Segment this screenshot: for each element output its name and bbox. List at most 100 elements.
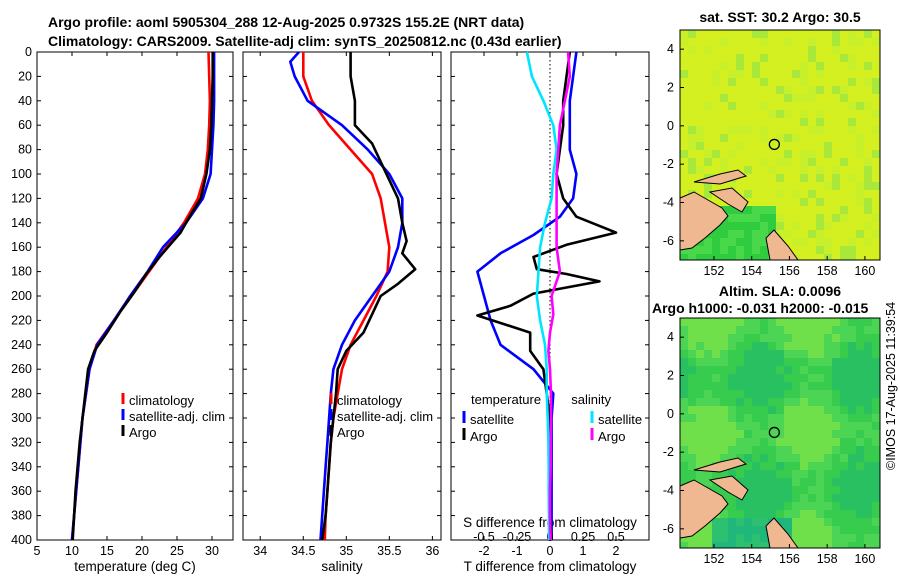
sst-map-cell — [744, 246, 752, 254]
sst-map-cell — [800, 86, 808, 94]
sla-map-cell — [856, 382, 864, 390]
sla-map-cell — [792, 350, 800, 358]
sst-map-cell — [736, 158, 744, 166]
sst-map-cell — [688, 126, 696, 134]
sla-map-cell — [856, 526, 864, 534]
sst-map-cell — [848, 190, 856, 198]
sst-map-cell — [768, 166, 776, 174]
sla-map-cell — [720, 510, 728, 518]
sla-map-cell — [808, 390, 816, 398]
sst-map-cell — [824, 102, 832, 110]
sla-map-cell — [832, 494, 840, 502]
sst-map-cell — [808, 238, 816, 246]
sla-map-cell — [840, 470, 848, 478]
sla-map-cell — [784, 374, 792, 382]
sst-map-cell — [824, 54, 832, 62]
sla-map-cell — [840, 518, 848, 526]
sla-map-cell — [856, 350, 864, 358]
sla-map-cell — [712, 350, 720, 358]
temperature-xtick-label: 10 — [65, 544, 79, 558]
sla-map-cell — [680, 366, 688, 374]
sla-map-cell — [832, 406, 840, 414]
sst-map-cell — [840, 62, 848, 70]
sla-map-cell — [744, 358, 752, 366]
temperature-ytick-label: 380 — [11, 509, 32, 523]
sst-map-cell — [800, 222, 808, 230]
sst-map-argo-marker — [768, 138, 780, 151]
sla-map-cell — [696, 318, 704, 326]
sst-map-cell — [688, 78, 696, 86]
sst-map-cell — [840, 166, 848, 174]
sst-map-cell — [800, 238, 808, 246]
sst-map-cell — [704, 134, 712, 142]
sla-map-cell — [864, 470, 872, 478]
sst-map-cell — [832, 214, 840, 222]
sst-map-cell — [720, 54, 728, 62]
sla-map-cell — [744, 382, 752, 390]
sst-map-cell — [728, 206, 736, 214]
sst-map-cell — [800, 190, 808, 198]
sst-map-cell — [864, 46, 872, 54]
sla-map-cell — [792, 494, 800, 502]
sla-map-cell — [752, 478, 760, 486]
sla-map-cell — [712, 374, 720, 382]
sst-map-cell — [688, 30, 696, 38]
sla-map-cell — [776, 478, 784, 486]
sla-map-cell — [728, 398, 736, 406]
sst-map-cell — [712, 94, 720, 102]
sst-map-cell — [832, 190, 840, 198]
sst-map-cell — [736, 46, 744, 54]
sla-map-cell — [776, 470, 784, 478]
sla-map-cell — [696, 414, 704, 422]
sla-map-xtick-label: 160 — [854, 552, 875, 566]
sst-map-cell — [800, 198, 808, 206]
sla-map-cell — [848, 446, 856, 454]
sla-map-cell — [752, 414, 760, 422]
sla-map-cell — [824, 494, 832, 502]
sla-map-cell — [816, 334, 824, 342]
sla-map-cell — [720, 318, 728, 326]
sst-map-cell — [832, 118, 840, 126]
difference-series-salinity-argo — [547, 51, 572, 541]
sst-map-cell — [720, 78, 728, 86]
sst-map-cell — [792, 206, 800, 214]
sst-map-cell — [808, 174, 816, 182]
sla-map-cell — [792, 326, 800, 334]
sst-map-cell — [696, 46, 704, 54]
sst-map-cell — [744, 86, 752, 94]
sst-map-cell — [848, 126, 856, 134]
sla-map-cell — [808, 382, 816, 390]
sla-map-cell — [760, 318, 768, 326]
sla-map-cell — [696, 334, 704, 342]
sst-map-cell — [784, 46, 792, 54]
temperature-frame — [36, 51, 234, 541]
sst-map-cell — [808, 30, 816, 38]
sla-map-cell — [728, 510, 736, 518]
sst-map-cell — [784, 54, 792, 62]
sla-map-cell — [744, 462, 752, 470]
sst-map-cell — [864, 118, 872, 126]
sla-map-cell — [736, 446, 744, 454]
sst-map: 152 154 156 158 160 4 2 0 -2 -4 -6 sat. SST: 30.2 A… — [663, 9, 881, 278]
sst-map-cell — [824, 110, 832, 118]
sla-map-cell — [840, 422, 848, 430]
sst-map-cell — [840, 230, 848, 238]
sst-map-cell — [736, 246, 744, 254]
sla-map-cell — [808, 542, 816, 548]
temperature-ytick-label: 20 — [18, 69, 32, 83]
sst-map-cell — [720, 126, 728, 134]
sst-map-cell — [872, 54, 880, 62]
sla-map-cell — [768, 454, 776, 462]
sla-map-cell — [776, 358, 784, 366]
sst-map-cell — [720, 198, 728, 206]
sla-map-cell — [712, 438, 720, 446]
sst-map-ytick-label: -4 — [663, 196, 674, 210]
sst-map-cell — [696, 166, 704, 174]
sst-map-title: sat. SST: 30.2 Argo: 30.5 — [699, 9, 861, 25]
sla-map-cell — [720, 470, 728, 478]
sst-map-cell — [816, 230, 824, 238]
sla-map-cell — [856, 374, 864, 382]
sla-map-cell — [848, 510, 856, 518]
sst-map-cell — [856, 46, 864, 54]
sst-map-cell — [864, 94, 872, 102]
